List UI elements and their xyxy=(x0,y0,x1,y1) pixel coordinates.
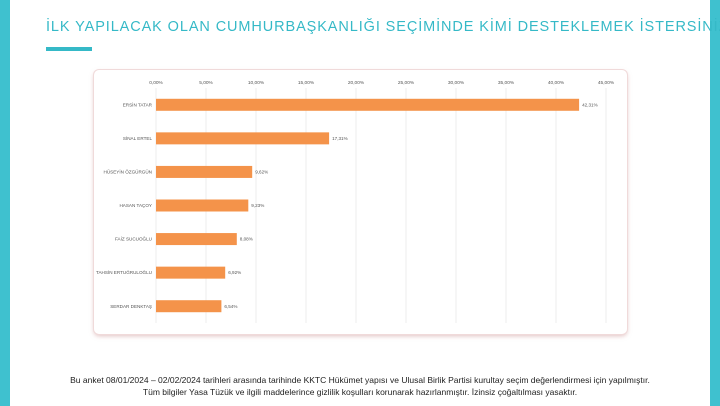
data-label: 6,54% xyxy=(224,304,237,309)
data-label: 8,08% xyxy=(240,237,253,242)
category-label: SERDAR DENKTAŞ xyxy=(110,304,152,309)
title-underline xyxy=(46,47,92,51)
footnote-line-2: Tüm bilgiler Yasa Tüzük ve ilgili maddel… xyxy=(142,387,578,397)
bar xyxy=(156,266,226,279)
x-tick-label: 30,00% xyxy=(448,80,465,86)
data-label: 9,23% xyxy=(251,203,264,208)
category-label: HASAN TAÇOY xyxy=(119,203,152,208)
x-tick-label: 5,00% xyxy=(199,80,213,86)
data-label: 17,31% xyxy=(332,136,348,141)
bar xyxy=(156,300,222,313)
bar xyxy=(156,165,253,178)
bar xyxy=(156,199,249,212)
x-tick-label: 20,00% xyxy=(348,80,365,86)
category-label: SİNAL ERTEL xyxy=(123,135,153,141)
data-label: 6,92% xyxy=(228,270,241,275)
bar xyxy=(156,132,330,145)
footnote: Bu anket 08/01/2024 – 02/02/2024 tarihle… xyxy=(30,374,690,398)
bar xyxy=(156,233,237,246)
data-label: 42,31% xyxy=(582,102,598,107)
left-accent-strip xyxy=(0,0,10,406)
category-label: FAİZ SUCUOĞLU xyxy=(115,236,152,242)
x-tick-label: 35,00% xyxy=(498,80,515,86)
x-tick-label: 15,00% xyxy=(298,80,315,86)
bar-chart: 0,00% 5,00% 10,00% 15,00% 20,00% 25,00% 30,00%… xyxy=(96,80,615,323)
category-label: HÜSEYİN ÖZGÜRGÜN xyxy=(104,169,153,175)
right-accent-strip xyxy=(710,0,720,406)
page-title: İLK YAPILACAK OLAN CUMHURBAŞKANLIĞI SEÇİ… xyxy=(46,19,720,35)
x-tick-label: 45,00% xyxy=(598,80,615,86)
x-tick-label: 25,00% xyxy=(398,80,415,86)
category-label: TAHSİN ERTUĞRULOĞLU xyxy=(96,269,152,275)
category-label: ERSİN TATAR xyxy=(123,101,153,107)
x-tick-label: 0,00% xyxy=(149,80,163,86)
footnote-line-1: Bu anket 08/01/2024 – 02/02/2024 tarihle… xyxy=(70,375,650,385)
x-tick-label: 40,00% xyxy=(548,80,565,86)
bar xyxy=(156,98,580,111)
data-label: 9,62% xyxy=(255,170,268,175)
x-tick-label: 10,00% xyxy=(248,80,265,86)
chart-card: 0,00% 5,00% 10,00% 15,00% 20,00% 25,00% 30,00%… xyxy=(94,70,627,334)
